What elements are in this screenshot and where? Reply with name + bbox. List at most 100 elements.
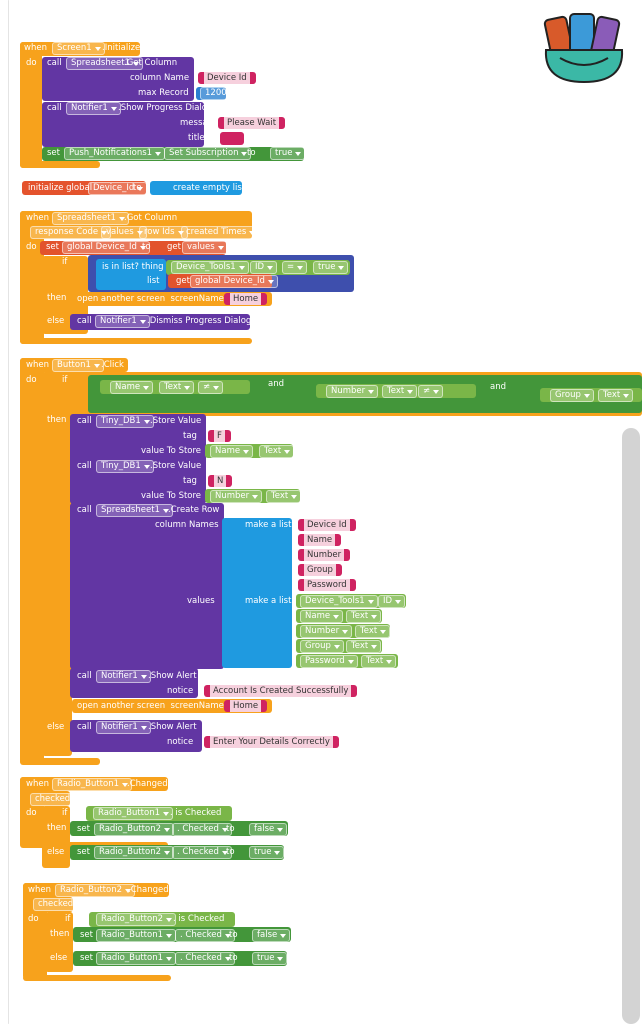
- dropdown-field[interactable]: Number: [326, 385, 379, 398]
- block-shape[interactable]: [23, 975, 171, 981]
- dropdown-field[interactable]: Text: [382, 385, 418, 398]
- dropdown-field[interactable]: Number: [210, 490, 263, 503]
- dropdown-field[interactable]: Name: [300, 610, 344, 623]
- block-shape[interactable]: [316, 384, 476, 398]
- block-shape[interactable]: [166, 260, 350, 275]
- dropdown-field[interactable]: . Checked: [172, 846, 232, 859]
- dropdown-field[interactable]: true: [270, 147, 306, 160]
- text-string[interactable]: Home: [224, 293, 268, 305]
- dropdown-field[interactable]: Spreadsheet1: [52, 212, 129, 225]
- block-shape[interactable]: [40, 241, 226, 255]
- dropdown-field[interactable]: global Device_Id: [62, 241, 150, 254]
- dropdown-field[interactable]: Text: [598, 389, 634, 402]
- dropdown-field[interactable]: Name: [210, 445, 254, 458]
- text-string[interactable]: N: [208, 475, 233, 487]
- dropdown-field[interactable]: Radio_Button1: [93, 807, 174, 820]
- text-string[interactable]: Enter Your Details Correctly: [204, 736, 339, 748]
- dropdown-field[interactable]: Button1: [52, 359, 104, 372]
- block-shape[interactable]: [70, 414, 206, 504]
- dropdown-field[interactable]: Number: [300, 625, 353, 638]
- dropdown-field[interactable]: false: [249, 823, 288, 836]
- dropdown-field[interactable]: global Device_Id: [190, 275, 278, 288]
- dropdown-field[interactable]: created Times: [181, 226, 260, 239]
- scrollbar[interactable]: [622, 428, 640, 1024]
- dropdown-field[interactable]: Radio_Button2: [94, 823, 175, 836]
- block-shape[interactable]: [220, 132, 244, 145]
- dropdown-field[interactable]: Device_Id: [88, 182, 148, 195]
- text-string[interactable]: Device Id: [298, 519, 356, 531]
- block-shape[interactable]: [222, 518, 292, 668]
- dropdown-field[interactable]: Radio_Button1: [96, 952, 177, 965]
- dropdown-field[interactable]: Set Subscription: [164, 147, 252, 160]
- dropdown-field[interactable]: true: [249, 846, 285, 859]
- block-shape[interactable]: [20, 338, 252, 344]
- dropdown-field[interactable]: Tiny_DB1: [96, 415, 154, 428]
- dropdown-field[interactable]: 1200: [200, 87, 240, 100]
- block-shape[interactable]: [42, 102, 204, 147]
- text-string[interactable]: Please Wait: [218, 117, 286, 129]
- block-shape[interactable]: [20, 758, 100, 765]
- text-string[interactable]: Home: [224, 700, 268, 712]
- block-shape[interactable]: [196, 87, 226, 100]
- dropdown-field[interactable]: Text: [266, 490, 302, 503]
- dropdown-field[interactable]: response Code: [30, 226, 112, 239]
- dropdown-field[interactable]: Radio_Button1: [96, 929, 177, 942]
- dropdown-field[interactable]: Device_Tools1: [171, 261, 249, 274]
- backpack-icon[interactable]: [540, 6, 628, 86]
- block-shape[interactable]: [86, 806, 232, 821]
- block-shape[interactable]: [296, 654, 398, 668]
- dropdown-field[interactable]: Text: [159, 381, 195, 394]
- dropdown-field[interactable]: Tiny_DB1: [96, 460, 154, 473]
- block-shape[interactable]: [20, 211, 252, 239]
- dropdown-field[interactable]: values: [182, 241, 228, 254]
- dropdown-field[interactable]: Notifier1: [96, 670, 151, 683]
- dropdown-field[interactable]: Notifier1: [96, 721, 151, 734]
- dropdown-field[interactable]: Text: [259, 445, 295, 458]
- dropdown-field[interactable]: . Checked: [175, 929, 235, 942]
- block-shape[interactable]: [20, 161, 100, 168]
- text-string[interactable]: Account Is Created Successfully: [204, 685, 358, 697]
- dropdown-field[interactable]: true: [313, 261, 349, 274]
- dropdown-field[interactable]: =: [282, 261, 308, 274]
- text-string[interactable]: Name: [298, 534, 342, 546]
- dropdown-field[interactable]: Device_Tools1: [300, 595, 378, 608]
- dropdown-field[interactable]: Push_Notifications1: [64, 147, 166, 160]
- dropdown-field[interactable]: Name: [110, 381, 154, 394]
- dropdown-field[interactable]: . Checked: [172, 823, 232, 836]
- dropdown-field[interactable]: Spreadsheet1: [66, 57, 143, 70]
- block-shape[interactable]: [70, 821, 288, 836]
- dropdown-field[interactable]: ID: [250, 261, 278, 274]
- block-shape[interactable]: [45, 912, 73, 972]
- dropdown-field[interactable]: Spreadsheet1: [96, 504, 173, 517]
- dropdown-field[interactable]: Group: [300, 640, 344, 653]
- dropdown-field[interactable]: Radio_Button2: [55, 884, 136, 897]
- text-string[interactable]: Number: [298, 549, 351, 561]
- dropdown-field[interactable]: Text: [361, 655, 397, 668]
- block-shape[interactable]: [70, 503, 224, 669]
- block-shape[interactable]: [72, 699, 272, 713]
- block-shape[interactable]: [73, 927, 291, 942]
- block-shape[interactable]: [42, 57, 194, 101]
- block-shape[interactable]: [96, 259, 166, 290]
- block-shape[interactable]: [70, 720, 202, 752]
- dropdown-field[interactable]: . Checked: [175, 952, 235, 965]
- block-shape[interactable]: [20, 777, 44, 847]
- dropdown-field[interactable]: checked: [30, 793, 84, 806]
- block-shape[interactable]: [42, 147, 304, 161]
- text-string[interactable]: Password: [298, 579, 356, 591]
- block-shape[interactable]: [168, 274, 272, 288]
- text-string[interactable]: F: [208, 430, 231, 442]
- block-shape[interactable]: [42, 806, 70, 868]
- block-shape[interactable]: [72, 292, 272, 306]
- dropdown-field[interactable]: false: [252, 929, 291, 942]
- dropdown-field[interactable]: ≠: [198, 381, 224, 394]
- block-shape[interactable]: [70, 314, 250, 330]
- block-shape[interactable]: [20, 358, 44, 764]
- dropdown-field[interactable]: Text: [346, 640, 382, 653]
- dropdown-field[interactable]: ≠: [418, 385, 444, 398]
- dropdown-field[interactable]: Notifier1: [95, 315, 150, 328]
- dropdown-field[interactable]: Screen1: [52, 42, 105, 55]
- block-shape[interactable]: [150, 181, 242, 195]
- dropdown-field[interactable]: row Ids: [139, 226, 188, 239]
- dropdown-field[interactable]: ID: [378, 595, 406, 608]
